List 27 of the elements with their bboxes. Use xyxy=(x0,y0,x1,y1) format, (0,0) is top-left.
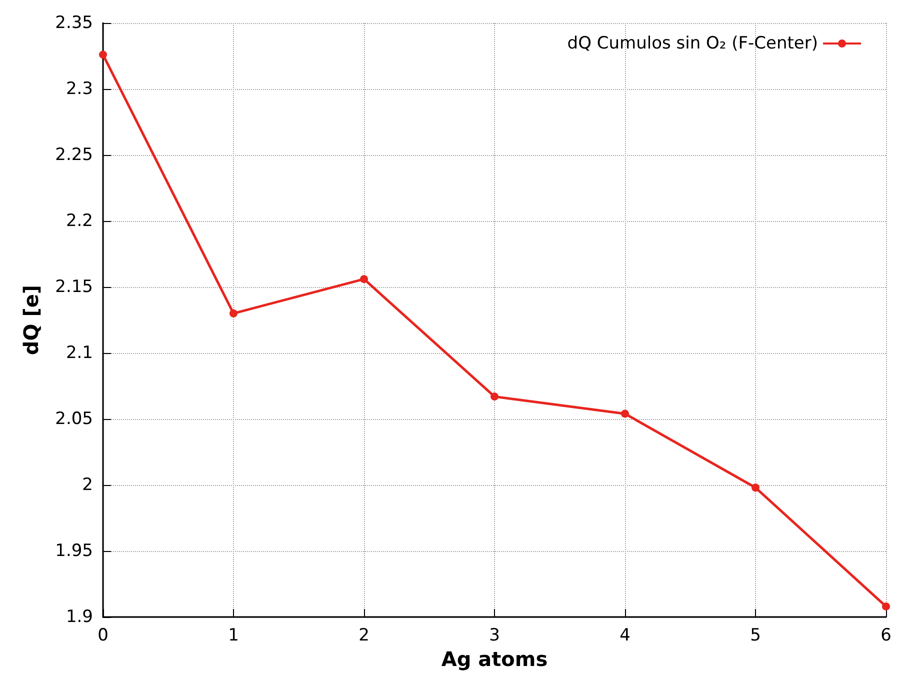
legend-label: dQ Cumulos sin O₂ (F-Center) xyxy=(567,34,818,54)
x-tick-label: 6 xyxy=(880,626,892,646)
y-tick-label: 2.05 xyxy=(55,409,93,429)
x-tick-label: 2 xyxy=(358,626,370,646)
point xyxy=(752,484,760,492)
point xyxy=(99,50,107,59)
y-tick-label: 2.35 xyxy=(55,13,93,33)
point xyxy=(882,602,890,610)
x-axis-title: Ag atoms xyxy=(441,646,548,671)
y-tick-label: 1.9 xyxy=(66,607,93,627)
y-tick-label: 2.1 xyxy=(66,343,93,363)
x-tick-label: 0 xyxy=(98,626,108,646)
point xyxy=(621,410,629,418)
y-tick-label: 2.15 xyxy=(55,277,93,297)
y-axis-title: dQ [e] xyxy=(19,284,43,356)
point xyxy=(490,392,498,401)
y-tick-label: 1.95 xyxy=(55,541,93,561)
y-tick-label: 2.3 xyxy=(66,79,93,99)
x-tick-label: 5 xyxy=(750,626,761,646)
y-tick-label: 2 xyxy=(82,475,93,495)
point xyxy=(230,309,238,318)
y-tick-label: 2.25 xyxy=(55,145,93,165)
x-tick-label: 4 xyxy=(620,626,630,646)
point xyxy=(360,275,368,284)
y-tick-label: 2.2 xyxy=(66,211,93,231)
x-tick-label: 1 xyxy=(228,626,239,646)
x-tick-label: 3 xyxy=(489,626,500,646)
